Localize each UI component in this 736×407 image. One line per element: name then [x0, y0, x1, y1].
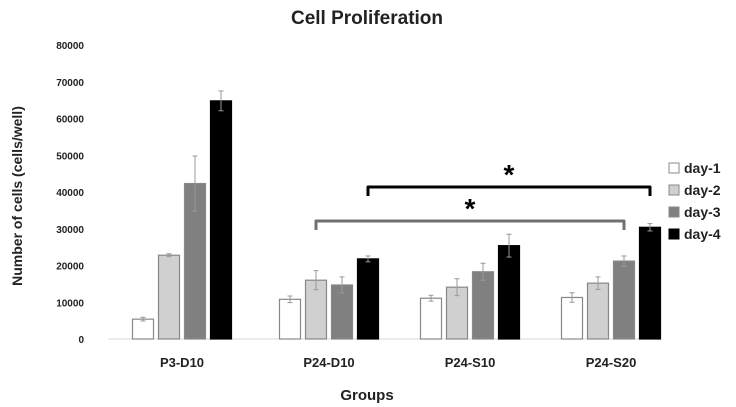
significance-bracket: [366, 185, 652, 196]
bar-day-2: [157, 254, 181, 340]
y-axis-label: Number of cells (cells/well): [9, 106, 25, 286]
x-axis-label: Groups: [340, 387, 393, 404]
y-tick-label: 30000: [56, 225, 84, 236]
significance-star: *: [504, 159, 515, 190]
x-axis-ticks: P3-D10 P24-D10 P24-S10 P24-S20: [160, 355, 636, 370]
legend-swatch-day-4: [668, 228, 680, 240]
bar-day-3: [612, 260, 636, 340]
bar-day-1: [131, 318, 155, 340]
x-tick-label: P3-D10: [160, 355, 204, 370]
bar-day-4: [497, 245, 521, 340]
x-tick-label: P24-S20: [586, 355, 637, 370]
legend-label: day-3: [684, 204, 721, 220]
bar-day-1: [560, 296, 584, 340]
y-tick-label: 10000: [56, 298, 84, 309]
significance-bracket: [314, 219, 626, 230]
y-tick-label: 0: [78, 335, 84, 346]
y-tick-label: 60000: [56, 115, 84, 126]
significance-brackets: **: [314, 159, 652, 230]
legend: day-1 day-2 day-3 day-4: [668, 160, 721, 242]
legend-label: day-4: [684, 226, 721, 242]
y-tick-label: 80000: [56, 41, 84, 52]
bar-day-1: [278, 298, 302, 340]
y-tick-label: 70000: [56, 78, 84, 89]
legend-label: day-2: [684, 182, 721, 198]
y-tick-label: 40000: [56, 188, 84, 199]
bars: [131, 90, 662, 340]
x-tick-label: P24-S10: [445, 355, 496, 370]
bar-day-1: [419, 297, 443, 340]
significance-star: *: [465, 193, 476, 224]
chart-title: Cell Proliferation: [291, 8, 443, 29]
legend-swatch-day-1: [668, 162, 680, 174]
legend-label: day-1: [684, 160, 721, 176]
bar-day-3: [471, 271, 495, 340]
bar-day-2: [586, 282, 610, 340]
bar-day-4: [638, 226, 662, 340]
x-tick-label: P24-D10: [303, 355, 354, 370]
bar-day-4: [209, 100, 233, 340]
legend-swatch-day-2: [668, 184, 680, 196]
y-axis-ticks: 0 10000 20000 30000 40000 50000 60000 70000 8000…: [56, 41, 84, 346]
bar-day-4: [356, 258, 380, 340]
legend-swatch-day-3: [668, 206, 680, 218]
y-tick-label: 50000: [56, 151, 84, 162]
y-tick-label: 20000: [56, 262, 84, 273]
